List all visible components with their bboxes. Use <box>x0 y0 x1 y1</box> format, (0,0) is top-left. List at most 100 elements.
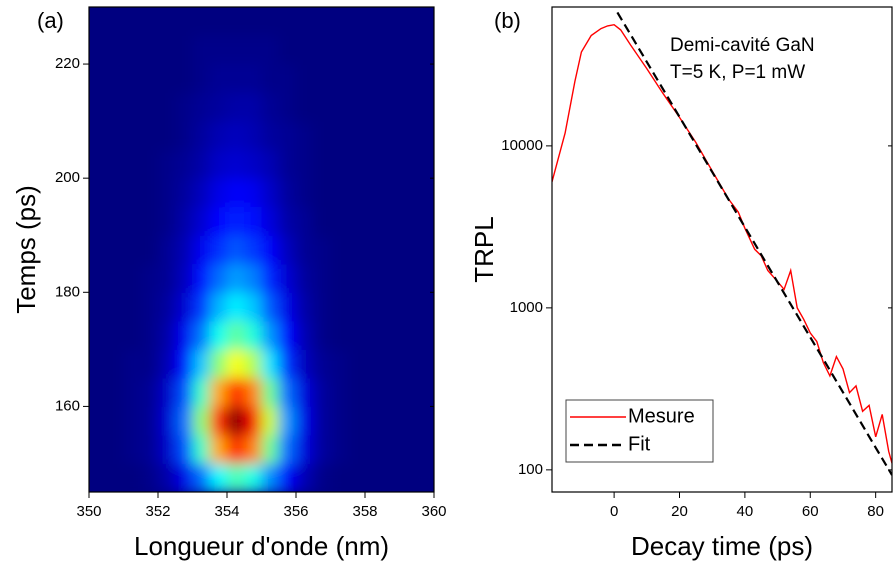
heatmap-cell <box>158 35 176 65</box>
heatmap-cell <box>106 206 124 236</box>
heatmap-cell <box>296 206 314 236</box>
heatmap-cell <box>261 434 280 464</box>
plot-frame <box>88 6 435 493</box>
heatmap-cell <box>278 263 297 293</box>
x-tick-label: 354 <box>214 503 239 520</box>
heatmap-cell <box>244 206 262 236</box>
heatmap-cell <box>416 178 434 208</box>
heatmap-cell <box>278 349 297 379</box>
heatmap-cell <box>278 292 297 322</box>
heatmap-cell <box>89 35 107 65</box>
heatmap-cell <box>382 149 400 179</box>
heatmap-cell <box>244 178 262 208</box>
heatmap-cell <box>175 406 193 436</box>
y-tick-label: 100 <box>518 461 543 478</box>
heatmap-cell <box>175 149 193 179</box>
heatmap-cell <box>382 406 400 436</box>
heatmap-cell <box>244 92 262 122</box>
x-tick-label: 40 <box>737 503 754 520</box>
heatmap-cell <box>347 35 366 65</box>
heatmap-cell <box>89 7 107 37</box>
heatmap-cell <box>244 463 262 492</box>
heatmap-cell <box>296 121 314 151</box>
heatmap-cell <box>382 178 400 208</box>
heatmap-cell <box>89 149 107 179</box>
heatmap-cell <box>192 178 211 208</box>
heatmap-cell <box>192 292 211 322</box>
heatmap-cell <box>89 206 107 236</box>
heatmap-cell <box>330 121 349 151</box>
x-tick-label: 356 <box>283 503 308 520</box>
heatmap-cell <box>365 377 383 407</box>
heatmap-cell <box>227 121 245 151</box>
heatmap-cell <box>209 121 228 151</box>
heatmap-cell <box>140 434 159 464</box>
heatmap-cell <box>347 292 366 322</box>
heatmap-cell <box>192 434 211 464</box>
x-tick-label: 360 <box>421 503 446 520</box>
legend-box <box>565 399 714 463</box>
heatmap-cell <box>399 92 418 122</box>
heatmap-cell <box>123 149 142 179</box>
heatmap-cell <box>313 463 331 492</box>
heatmap-cell <box>227 149 245 179</box>
heatmap-cell <box>365 35 383 65</box>
heatmap-cell <box>140 149 159 179</box>
heatmap-cell <box>330 320 349 350</box>
heatmap-cell <box>192 377 211 407</box>
heatmap-cell <box>382 377 400 407</box>
heatmap-cell <box>140 235 159 265</box>
heatmap-cell <box>313 349 331 379</box>
heatmap-cell <box>209 35 228 65</box>
heatmap-cell <box>106 64 124 94</box>
heatmap-cell <box>106 463 124 492</box>
heatmap-cell <box>278 149 297 179</box>
heatmap-cell <box>313 434 331 464</box>
heatmap-cell <box>365 121 383 151</box>
heatmap-cell <box>347 263 366 293</box>
heatmap-cell <box>296 292 314 322</box>
heatmap-cell <box>261 64 280 94</box>
heatmap-cell <box>313 178 331 208</box>
heatmap-cell <box>227 463 245 492</box>
heatmap-cell <box>175 92 193 122</box>
heatmap-cell <box>89 121 107 151</box>
heatmap-cell <box>416 406 434 436</box>
heatmap-cell <box>347 406 366 436</box>
y-axis-label: Temps (ps) <box>11 185 41 314</box>
heatmap-cell <box>382 35 400 65</box>
heatmap-cell <box>399 377 418 407</box>
heatmap-cell <box>399 35 418 65</box>
heatmap-cell <box>399 121 418 151</box>
heatmap-cell <box>296 7 314 37</box>
heatmap-cell <box>140 121 159 151</box>
heatmap-cell <box>296 434 314 464</box>
heatmap-cell <box>416 235 434 265</box>
heatmap-cell <box>261 92 280 122</box>
heatmap-cell <box>399 292 418 322</box>
heatmap-cell <box>261 7 280 37</box>
plot-frame <box>551 6 893 493</box>
heatmap-cell <box>382 434 400 464</box>
heatmap-cell <box>158 263 176 293</box>
y-tick-label: 160 <box>55 397 80 414</box>
heatmap-cell <box>123 349 142 379</box>
heatmap-cell <box>244 320 262 350</box>
heatmap-cell <box>399 235 418 265</box>
heatmap-cell <box>296 92 314 122</box>
heatmap-cell <box>382 92 400 122</box>
heatmap-cell <box>313 292 331 322</box>
legend-label: Fit <box>628 433 651 455</box>
heatmap-cell <box>382 235 400 265</box>
heatmap-cell <box>89 320 107 350</box>
heatmap-cell <box>175 434 193 464</box>
heatmap-cell <box>382 320 400 350</box>
heatmap-cell <box>330 463 349 492</box>
heatmap-cell <box>313 263 331 293</box>
heatmap-cell <box>106 35 124 65</box>
heatmap-cell <box>278 235 297 265</box>
heatmap-cell <box>89 263 107 293</box>
heatmap-cell <box>399 406 418 436</box>
heatmap-cell <box>140 178 159 208</box>
heatmap-cell <box>227 235 245 265</box>
